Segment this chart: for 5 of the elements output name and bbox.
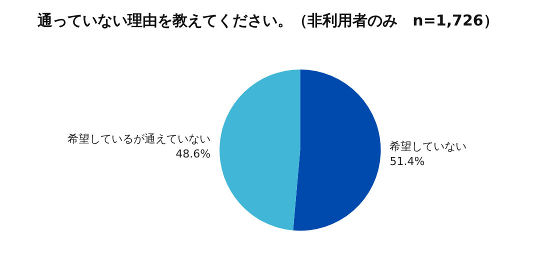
slice-label: 希望していない: [390, 140, 467, 153]
data-label: 51.4%: [390, 154, 425, 168]
slice-label: 希望しているが通えていない: [68, 132, 211, 146]
data-label: 48.6%: [176, 147, 211, 160]
chart-title: 通っていない理由を教えてください。（非利用者のみ n=1,726）: [36, 12, 498, 30]
